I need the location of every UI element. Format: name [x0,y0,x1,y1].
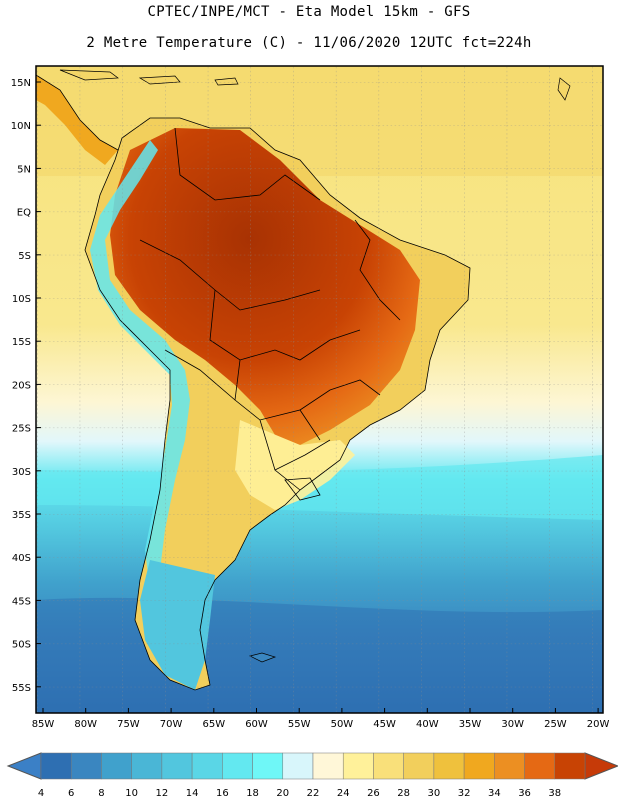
lat-label: 5N [17,164,31,175]
colorbar-swatch [524,752,556,780]
colorbar-value: 4 [38,788,44,799]
map-title-line1: CPTEC/INPE/MCT - Eta Model 15km - GFS [147,4,471,20]
colorbar-swatch [101,752,132,780]
colorbar-swatch [554,752,586,780]
lat-label: 5S [18,251,31,262]
colorbar-value: 26 [367,788,380,799]
colorbar-swatch [131,752,163,780]
colorbar-value: 34 [488,788,501,799]
lat-label: 15N [11,78,31,89]
colorbar-over-arrow [584,752,618,780]
colorbar-swatch [494,752,525,780]
colorbar-swatch [161,752,193,780]
lon-label: 25W [544,719,567,730]
colorbar-value: 28 [397,788,410,799]
colorbar-swatch [463,752,495,780]
lon-label: 65W [202,719,225,730]
lon-label: 50W [331,719,354,730]
lon-label: 80W [74,719,97,730]
colorbar-value: 32 [458,788,471,799]
colorbar-value: 14 [186,788,199,799]
lon-label: 40W [416,719,439,730]
colorbar-value: 10 [125,788,138,799]
colorbar-swatch [403,752,435,780]
lat-label: 15S [12,337,31,348]
lat-label: 45S [12,596,31,607]
lat-label: 30S [12,467,31,478]
lon-label: 20W [587,719,610,730]
lon-label: 75W [117,719,140,730]
colorbar-swatch [191,752,223,780]
lat-label: 10S [12,294,31,305]
colorbar-value: 6 [68,788,74,799]
latitude-axis: 15N 10N 5N EQ 5S 10S 15S 20S 25S 30S 35S 40S 45S 50S 5… [11,78,41,694]
map-frame [36,66,603,713]
colorbar-swatch [40,752,72,780]
lon-label: 70W [160,719,183,730]
colorbar-value: 22 [307,788,320,799]
lat-label: 10N [11,121,31,132]
lat-label: EQ [17,208,31,219]
colorbar-swatch [282,752,314,780]
colorbar-value: 18 [246,788,259,799]
lon-label: 60W [245,719,268,730]
colorbar-swatch [312,752,344,780]
longitude-axis: 85W 80W 75W 70W 65W 60W 55W 50W 45W 40W 35W 30W 25W 2… [32,708,610,730]
lon-label: 35W [459,719,482,730]
colorbar-swatch [373,752,404,780]
map-border [35,65,604,714]
colorbar-swatch [342,752,374,780]
lon-label: 45W [373,719,396,730]
colorbar-value: 30 [428,788,441,799]
colorbar-under-arrow [6,752,42,780]
colorbar-swatch [70,752,102,780]
lon-label: 55W [288,719,311,730]
colorbar-value: 24 [337,788,350,799]
lat-label: 35S [12,510,31,521]
colorbar-value: 12 [156,788,169,799]
temperature-colorbar: 4 6 8 10 12 14 16 18 20 22 24 26 28 30 32 34 36 38 [6,752,618,799]
colorbar-value: 8 [98,788,104,799]
lat-label: 20S [12,380,31,391]
colorbar-swatch [222,752,253,780]
map-title-line2: 2 Metre Temperature (C) - 11/06/2020 12U… [86,35,532,51]
colorbar-swatch [433,752,465,780]
lon-label: 85W [32,719,55,730]
lon-label: 30W [501,719,524,730]
lat-label: 40S [12,553,31,564]
colorbar-value: 20 [276,788,289,799]
colorbar-value: 38 [548,788,561,799]
lat-label: 55S [12,683,31,694]
colorbar-swatch [252,752,284,780]
lat-label: 50S [12,640,31,651]
colorbar-value: 36 [518,788,531,799]
lat-label: 25S [12,424,31,435]
colorbar-value: 16 [216,788,229,799]
